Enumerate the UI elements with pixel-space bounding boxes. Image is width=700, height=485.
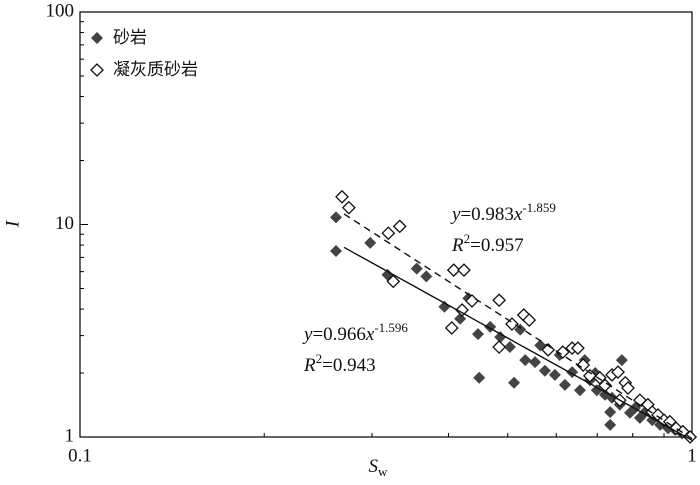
data-point [573,384,586,397]
fit-line [343,246,693,441]
legend-label: 砂岩 [113,28,147,48]
data-point [335,189,349,204]
fit-equation: y=0.966x-1.596 [302,320,408,345]
data-point [621,381,635,395]
legend-label: 凝灰质砂岩 [113,60,198,80]
data-point [386,274,401,289]
data-point [514,323,527,336]
eq-a: 0.983 [471,204,514,225]
legend-marker [90,63,104,77]
data-point [330,245,343,258]
r-sup: 2 [316,351,323,366]
y-tick-label: 1 [65,425,75,446]
data-point [381,226,396,241]
eq-b: -1.596 [374,320,408,335]
r-eq: = [470,235,481,256]
data-point [473,371,486,384]
fit-r2: R2=0.957 [451,231,524,256]
eq-sign: = [460,204,471,225]
data-point [522,313,537,327]
data-point [420,270,433,283]
data-point [555,345,570,359]
fit-r2: R2=0.943 [303,351,376,376]
y-axis-title: I [2,219,23,228]
data-point [438,300,451,313]
data-point [410,262,423,275]
y-tick-label: 10 [55,213,74,234]
eq-sign: = [312,324,323,345]
data-point [444,321,459,335]
data-point [615,354,628,367]
y-tick-label: 100 [46,0,75,21]
r-sup: 2 [464,231,471,246]
data-point [330,211,343,224]
x-tick-label: 0.1 [68,445,92,466]
data-point [519,354,532,367]
x-axis-title: Sw [369,456,389,479]
data-point [492,293,507,308]
x-axis-title-sub: w [378,464,388,479]
r-val: 0.957 [481,235,524,256]
data-point [541,342,556,357]
r-val: 0.943 [333,355,376,376]
eq-b: -1.859 [522,200,556,215]
data-point [446,263,461,278]
data-point [503,341,516,354]
eq-a: 0.966 [323,324,366,345]
data-point [471,328,484,341]
data-point [538,364,551,377]
eq-x: x [365,324,375,345]
data-point [494,331,507,344]
data-point [455,303,469,317]
data-point [570,341,585,356]
data-point [341,200,356,215]
x-axis-title-main: S [369,456,379,477]
r-eq: = [322,355,333,376]
data-point [604,406,617,419]
data-point [576,358,591,372]
fit-line [343,213,693,440]
r-sym: R [451,235,464,256]
data-point [582,368,597,383]
data-point [508,376,521,389]
data-point [558,378,571,391]
data-point [492,340,507,354]
fit-equation: y=0.983x-1.859 [450,200,556,225]
eq-y: y [302,324,313,345]
data-point [604,418,617,431]
data-point [392,219,407,234]
data-point [457,263,471,278]
data-point [529,356,542,369]
legend-marker [91,32,103,44]
data-point [364,236,377,249]
data-point [590,384,603,397]
data-point [611,365,625,380]
r-sym: R [303,355,316,376]
x-tick-label: 1 [687,445,697,466]
eq-y: y [450,204,461,225]
data-point [548,368,561,381]
eq-x: x [513,204,523,225]
